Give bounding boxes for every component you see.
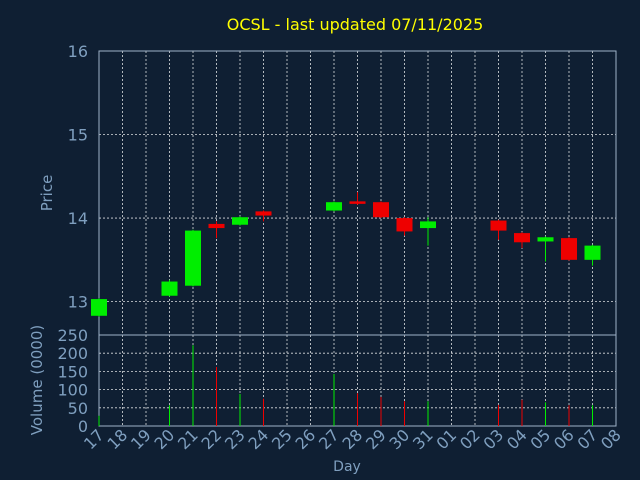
price-y-tick-label: 15 [68,126,88,145]
candle [490,219,507,240]
day-tick-label: 08 [597,425,625,453]
candle [514,232,530,249]
candle [537,236,554,262]
chart-title: OCSL - last updated 07/11/2025 [227,15,484,34]
candle [373,201,389,219]
volume-y-tick-label: 50 [68,399,88,418]
volume-bars [98,345,593,426]
candle-body [561,238,577,260]
volume-axis-label: Volume (0000) [28,325,46,435]
candle [349,192,366,205]
candle-body [537,237,554,242]
candle [232,216,248,226]
candle [561,237,577,261]
candle [326,201,342,212]
candle-body [232,217,248,225]
candle [91,298,107,317]
volume-y-tick-label: 0 [78,417,88,436]
candle [161,279,178,297]
candle [255,210,272,222]
candle [584,244,601,266]
candle-body [161,281,178,296]
volume-y-tick-label: 150 [57,362,88,381]
candle-body [373,202,389,218]
price-y-tick-label: 14 [68,209,88,228]
price-panel: 13 14 15 16 Price [38,42,617,336]
candle-body [91,299,107,316]
candle [396,217,413,236]
price-gridlines [98,50,617,335]
candles [91,192,601,317]
candle [185,229,201,287]
day-tick-labels: 1718192021222324252627282930310102030405… [80,425,625,453]
candle-body [490,220,507,231]
volume-y-tick-label: 250 [57,326,88,345]
candle [420,217,436,246]
candle-body [326,202,342,211]
candle-body [584,245,601,260]
day-axis-label: Day [333,459,361,475]
volume-y-tick-label: 200 [57,344,88,363]
candle-body [185,230,201,286]
candle-body [208,223,225,229]
price-axis-label: Price [38,175,56,212]
candle-body [255,211,272,216]
candle-body [396,218,413,232]
candle-body [514,233,530,243]
price-y-tick-labels: 13 14 15 16 [68,42,88,312]
candle [208,221,225,239]
candle-body [349,201,366,204]
price-y-tick-label: 16 [68,42,88,61]
candle-body [420,221,436,229]
volume-y-tick-label: 100 [57,381,88,400]
price-y-tick-label: 13 [68,293,88,312]
